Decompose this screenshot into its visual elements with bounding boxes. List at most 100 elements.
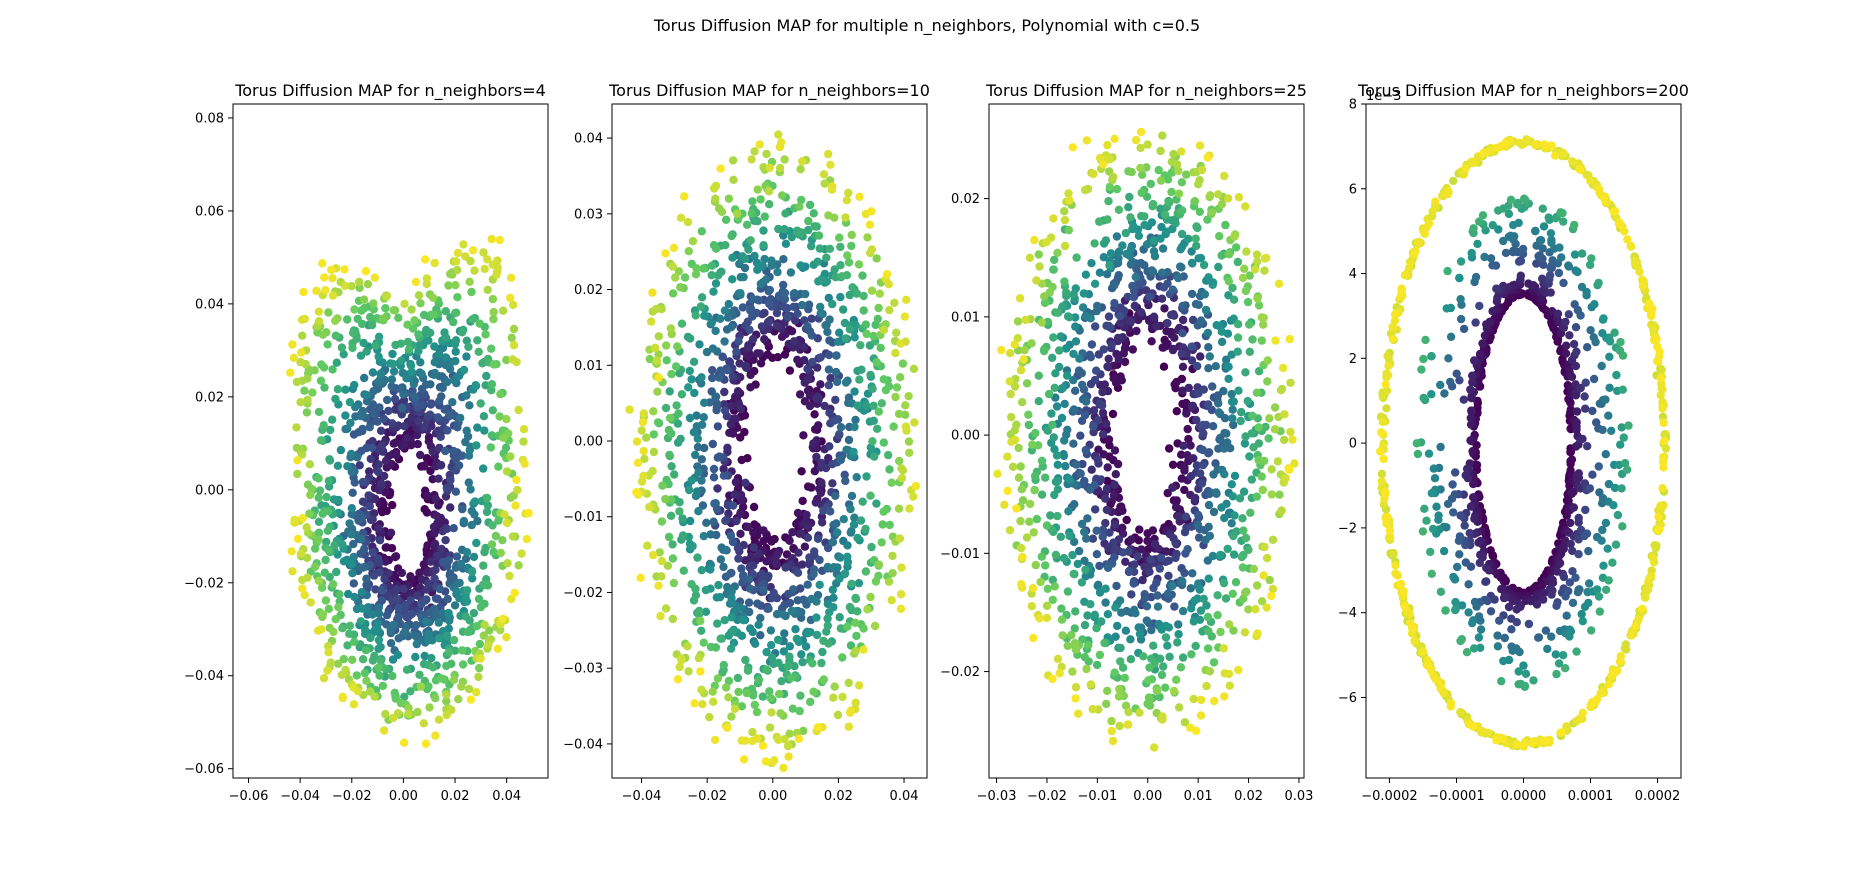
scatter-point (374, 467, 383, 477)
scatter-point (1568, 598, 1578, 608)
scatter-point (697, 373, 706, 382)
scatter-point (1591, 337, 1600, 347)
scatter-point (680, 273, 690, 282)
scatter-point (824, 453, 833, 463)
scatter-point (507, 333, 516, 342)
scatter-point (1077, 578, 1087, 587)
scatter-point (1143, 140, 1152, 149)
scatter-point (711, 244, 721, 253)
scatter-point (829, 693, 838, 702)
scatter-point (417, 575, 427, 584)
scatter-point (1235, 494, 1245, 503)
scatter-point (1446, 332, 1456, 341)
scatter-point (716, 366, 725, 375)
scatter-point (1201, 306, 1211, 315)
scatter-point (348, 343, 357, 353)
x-tick-label: 0.00 (1133, 789, 1162, 804)
scatter-point (1104, 543, 1113, 552)
scatter-point (476, 602, 486, 612)
scatter-point (882, 270, 892, 279)
scatter-point (790, 662, 799, 671)
scatter-point (1146, 179, 1156, 189)
scatter-point (743, 522, 753, 532)
scatter-point (838, 653, 847, 662)
scatter-point (1098, 387, 1107, 397)
scatter-point (1543, 644, 1552, 654)
scatter-point (707, 271, 716, 280)
scatter-point (319, 421, 328, 430)
scatter-point (1243, 297, 1253, 307)
scatter-point (677, 656, 686, 665)
scatter-point (1042, 601, 1052, 610)
scatter-point (1095, 650, 1105, 660)
scatter-point (1186, 584, 1196, 593)
scatter-point (1206, 191, 1215, 200)
scatter-point (1476, 625, 1486, 634)
scatter-point (365, 502, 374, 511)
scatter-point (306, 598, 315, 607)
scatter-point (1252, 492, 1262, 501)
scatter-point (331, 331, 340, 340)
scatter-point (1095, 399, 1104, 408)
scatter-point (1162, 547, 1171, 556)
scatter-point (373, 554, 383, 563)
scatter-point (842, 196, 851, 205)
scatter-point (765, 200, 774, 209)
scatter-point (500, 510, 509, 519)
scatter-point (349, 539, 358, 549)
scatter-point (1208, 280, 1217, 289)
scatter-point (1204, 522, 1213, 531)
scatter-point (758, 692, 767, 701)
scatter-point (775, 163, 785, 173)
scatter-point (1092, 474, 1101, 483)
scatter-point (466, 485, 475, 494)
scatter-point (1039, 346, 1049, 356)
scatter-point (699, 638, 708, 647)
scatter-point (1177, 349, 1187, 358)
scatter-point (511, 501, 520, 510)
scatter-point (901, 422, 911, 431)
scatter-point (1081, 445, 1091, 455)
scatter-point (853, 401, 862, 410)
scatter-point (1172, 160, 1182, 169)
scatter-point (368, 368, 378, 377)
scatter-point (636, 573, 645, 582)
scatter-point (1252, 250, 1262, 259)
scatter-point (1555, 558, 1565, 568)
scatter-point (1486, 546, 1495, 555)
scatter-point (639, 471, 648, 481)
scatter-point (861, 567, 871, 576)
scatter-point (781, 239, 791, 248)
scatter-point (802, 600, 811, 609)
scatter-point (1089, 169, 1098, 179)
scatter-point (834, 431, 844, 440)
scatter-point (461, 554, 471, 563)
scatter-point (348, 569, 357, 578)
scatter-point (691, 491, 701, 501)
scatter-point (1069, 349, 1078, 359)
scatter-point (1134, 623, 1143, 632)
scatter-point (850, 333, 859, 342)
scatter-point (649, 430, 658, 439)
scatter-point (470, 497, 479, 506)
scatter-point (507, 594, 516, 604)
scatter-point (399, 390, 408, 399)
scatter-point (1105, 261, 1114, 270)
scatter-point (709, 464, 719, 474)
scatter-point (876, 343, 885, 353)
scatter-point (824, 293, 833, 303)
scatter-point (724, 676, 734, 686)
scatter-point (780, 350, 790, 359)
scatter-point (693, 553, 702, 562)
scatter-point (723, 443, 732, 452)
scatter-point (694, 468, 703, 477)
scatter-point (472, 688, 481, 697)
scatter-point (833, 710, 843, 720)
scatter-point (1258, 485, 1268, 495)
scatter-point (387, 375, 397, 384)
scatter-point (479, 248, 488, 257)
scatter-point (1013, 317, 1023, 326)
scatter-point (1237, 552, 1247, 562)
scatter-point (726, 569, 735, 578)
scatter-point (1164, 556, 1173, 565)
